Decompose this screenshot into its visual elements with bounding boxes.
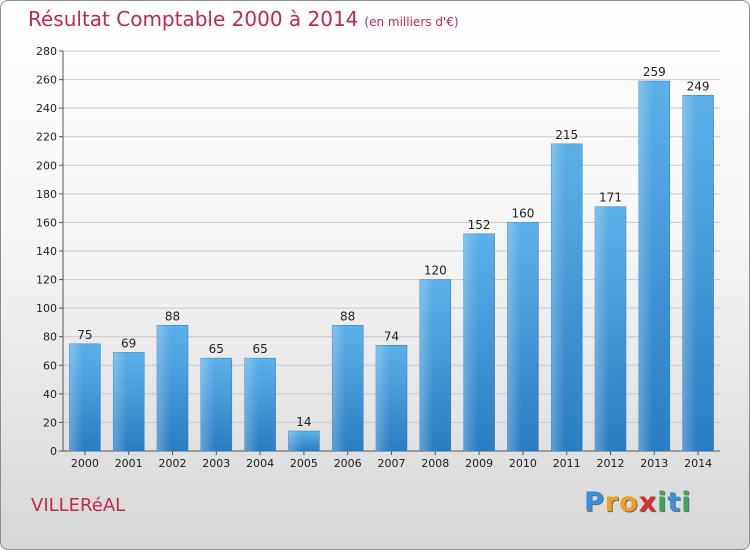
bars bbox=[69, 80, 714, 452]
labels: 75 2000 69 2001 88 2002 65 2003 65 2004 14 2005 88 20… bbox=[71, 65, 712, 470]
logo-letter: o bbox=[619, 487, 639, 518]
bar-highlight bbox=[288, 431, 303, 451]
data-label: 14 bbox=[296, 415, 311, 429]
bar-highlight bbox=[69, 343, 84, 451]
x-tick-label: 2006 bbox=[334, 457, 362, 470]
data-label: 152 bbox=[468, 218, 491, 232]
proxiti-logo: Proxiti bbox=[584, 487, 692, 518]
logo-letter: i bbox=[657, 487, 668, 518]
x-tick-label: 2005 bbox=[290, 457, 318, 470]
logo-letter: r bbox=[604, 487, 620, 518]
y-tick-label: 60 bbox=[43, 359, 57, 372]
bar-highlight bbox=[200, 358, 215, 451]
chart-title: Résultat Comptable 2000 à 2014 (en millie… bbox=[28, 7, 459, 31]
data-label: 249 bbox=[687, 79, 710, 93]
x-tick-label: 2012 bbox=[597, 457, 625, 470]
x-tick-label: 2001 bbox=[115, 457, 143, 470]
y-tick-label: 20 bbox=[43, 416, 57, 429]
y-tick-label: 200 bbox=[36, 159, 57, 172]
data-label: 65 bbox=[252, 342, 267, 356]
x-tick-label: 2002 bbox=[159, 457, 187, 470]
y-tick-label: 120 bbox=[36, 274, 57, 287]
chart-title-text: Résultat Comptable 2000 à 2014 bbox=[28, 7, 359, 31]
bar-highlight bbox=[113, 352, 128, 451]
x-tick-label: 2000 bbox=[71, 457, 99, 470]
x-tick-label: 2007 bbox=[378, 457, 406, 470]
y-tick-label: 240 bbox=[36, 102, 57, 115]
bar-highlight bbox=[551, 143, 566, 451]
commune-name: VILLERéAL bbox=[31, 495, 126, 516]
data-label: 75 bbox=[77, 328, 92, 342]
bar-highlight bbox=[244, 358, 259, 451]
logo-letter: i bbox=[681, 487, 692, 518]
x-tick-label: 2013 bbox=[640, 457, 668, 470]
y-tick-label: 160 bbox=[36, 216, 57, 229]
y-tick-label: 260 bbox=[36, 74, 57, 87]
data-label: 69 bbox=[121, 336, 136, 350]
data-label: 88 bbox=[165, 309, 180, 323]
data-label: 65 bbox=[209, 342, 224, 356]
y-tick-label: 80 bbox=[43, 331, 57, 344]
x-tick-label: 2011 bbox=[553, 457, 581, 470]
bar-highlight bbox=[682, 95, 697, 452]
y-tick-label: 40 bbox=[43, 388, 57, 401]
bar-highlight bbox=[507, 222, 522, 451]
bar-highlight bbox=[376, 345, 390, 451]
y-tick-label: 280 bbox=[36, 45, 57, 58]
x-tick-label: 2003 bbox=[202, 457, 230, 470]
x-tick-label: 2010 bbox=[509, 457, 537, 470]
data-label: 74 bbox=[384, 329, 399, 343]
data-label: 120 bbox=[424, 264, 447, 278]
x-tick-label: 2014 bbox=[684, 457, 712, 470]
y-tick-label: 0 bbox=[50, 445, 57, 458]
bar-highlight bbox=[332, 325, 347, 451]
data-label: 160 bbox=[511, 206, 534, 220]
y-tick-label: 220 bbox=[36, 131, 57, 144]
x-tick-label: 2004 bbox=[246, 457, 274, 470]
data-label: 259 bbox=[643, 65, 666, 79]
bar-highlight bbox=[419, 279, 434, 451]
x-tick-label: 2009 bbox=[465, 457, 493, 470]
data-label: 171 bbox=[599, 191, 622, 205]
x-tick-label: 2008 bbox=[421, 457, 449, 470]
y-tick-label: 100 bbox=[36, 302, 57, 315]
chart-subtitle: (en milliers d'€) bbox=[364, 15, 459, 29]
data-label: 215 bbox=[555, 128, 578, 142]
logo-letter: x bbox=[638, 487, 658, 518]
bar-highlight bbox=[463, 233, 478, 451]
y-tick-label: 180 bbox=[36, 188, 57, 201]
data-label: 88 bbox=[340, 309, 355, 323]
bar-highlight bbox=[638, 81, 653, 451]
logo-letter: P bbox=[584, 487, 605, 518]
bar-highlight bbox=[157, 325, 171, 451]
logo-letter: t bbox=[667, 487, 682, 518]
y-tick-label: 140 bbox=[36, 245, 57, 258]
bar-highlight bbox=[595, 206, 609, 451]
